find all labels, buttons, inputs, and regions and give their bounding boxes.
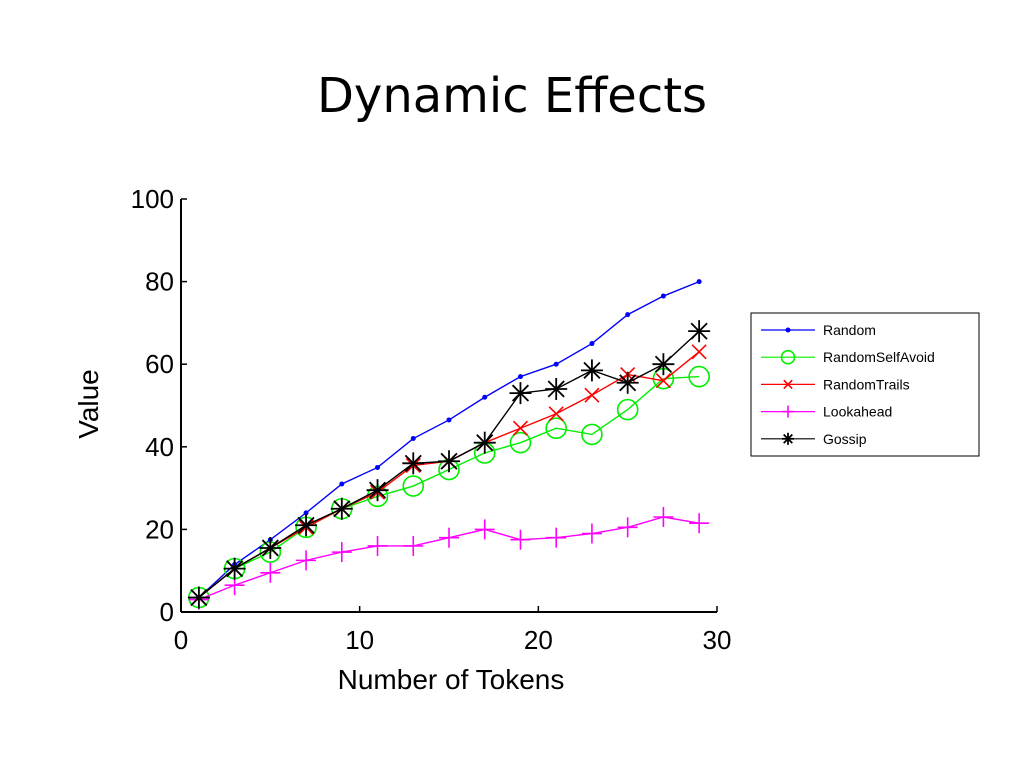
y-tick-label: 40 bbox=[145, 432, 174, 462]
data-point bbox=[474, 519, 495, 540]
data-point bbox=[331, 542, 352, 563]
x-tick-label: 0 bbox=[174, 625, 188, 655]
series-gossip bbox=[187, 320, 711, 609]
series-random bbox=[196, 279, 702, 601]
series-randomselfavoid bbox=[188, 365, 710, 609]
y-tick-label: 100 bbox=[131, 184, 174, 214]
data-point bbox=[339, 481, 345, 487]
legend-item: Lookahead bbox=[761, 404, 892, 420]
data-point bbox=[482, 394, 488, 400]
x-tick-label: 30 bbox=[703, 625, 732, 655]
data-point bbox=[546, 527, 567, 548]
data-point bbox=[553, 361, 559, 367]
data-point bbox=[438, 450, 460, 473]
x-tick-label: 20 bbox=[524, 625, 553, 655]
data-point bbox=[259, 536, 282, 559]
data-point bbox=[403, 535, 424, 556]
legend-item: RandomSelfAvoid bbox=[761, 349, 935, 365]
data-point bbox=[545, 377, 568, 400]
y-axis-label: Value bbox=[73, 369, 104, 439]
data-point bbox=[545, 417, 568, 440]
legend-item: Random bbox=[761, 322, 876, 338]
data-point bbox=[691, 344, 707, 360]
data-point bbox=[616, 371, 639, 394]
data-point bbox=[581, 423, 603, 446]
slide-title: Dynamic Effects bbox=[316, 68, 708, 124]
data-point bbox=[581, 523, 602, 544]
data-point bbox=[260, 562, 281, 583]
data-point bbox=[402, 475, 425, 497]
y-tick-label: 60 bbox=[145, 349, 174, 379]
data-point bbox=[584, 387, 600, 403]
series-line bbox=[198, 375, 700, 599]
data-point bbox=[653, 507, 674, 528]
legend-swatch-marker bbox=[780, 349, 796, 365]
legend: Random RandomSelfAvoid RandomTrails Lookahe… bbox=[750, 312, 980, 457]
data-point bbox=[296, 550, 317, 571]
data-point bbox=[652, 353, 675, 376]
data-point bbox=[187, 586, 210, 609]
legend-item: RandomTrails bbox=[761, 376, 910, 392]
data-point bbox=[688, 365, 710, 388]
legend-label: RandomTrails bbox=[823, 376, 910, 392]
legend-swatch-marker bbox=[782, 432, 794, 445]
data-point bbox=[548, 406, 564, 422]
legend-swatch-marker bbox=[783, 379, 793, 390]
data-point bbox=[655, 373, 671, 389]
data-point bbox=[509, 431, 532, 454]
data-point bbox=[617, 517, 638, 538]
data-point bbox=[366, 479, 389, 502]
y-tick-label: 20 bbox=[145, 514, 174, 544]
data-point bbox=[689, 513, 710, 534]
data-point bbox=[473, 431, 496, 454]
legend-label: Lookahead bbox=[823, 404, 892, 420]
legend-label: Random bbox=[823, 322, 876, 338]
data-point bbox=[660, 293, 666, 299]
legend-swatch-marker bbox=[785, 327, 791, 333]
data-point bbox=[688, 320, 711, 343]
data-point bbox=[303, 510, 309, 516]
legend-swatch-marker bbox=[782, 405, 794, 418]
data-point bbox=[402, 452, 425, 475]
data-point bbox=[367, 535, 388, 556]
series-lookahead bbox=[188, 507, 710, 610]
y-tick-label: 0 bbox=[160, 597, 174, 627]
data-point bbox=[589, 341, 595, 347]
legend-item: Gossip bbox=[761, 431, 867, 447]
legend-box bbox=[750, 312, 980, 457]
y-tick-label: 80 bbox=[145, 267, 174, 297]
data-point bbox=[510, 529, 531, 550]
data-point bbox=[517, 374, 523, 380]
data-point bbox=[580, 359, 603, 382]
data-point bbox=[509, 382, 532, 405]
data-point bbox=[616, 398, 639, 421]
data-point bbox=[375, 464, 381, 470]
data-point bbox=[625, 312, 631, 318]
data-point bbox=[410, 436, 416, 442]
x-tick-label: 10 bbox=[345, 625, 374, 655]
data-point bbox=[512, 420, 529, 436]
series-lines bbox=[187, 279, 711, 610]
data-point bbox=[330, 497, 353, 520]
data-point bbox=[446, 417, 452, 423]
data-point bbox=[295, 514, 318, 537]
legend-label: Gossip bbox=[823, 431, 867, 447]
data-point bbox=[439, 527, 459, 548]
x-axis-label: Number of Tokens bbox=[338, 664, 565, 695]
legend-label: RandomSelfAvoid bbox=[823, 349, 935, 365]
data-point bbox=[223, 557, 246, 580]
data-point bbox=[696, 279, 702, 285]
axes: 0 20 40 60 80 100 0 10 20 30 bbox=[131, 184, 732, 655]
